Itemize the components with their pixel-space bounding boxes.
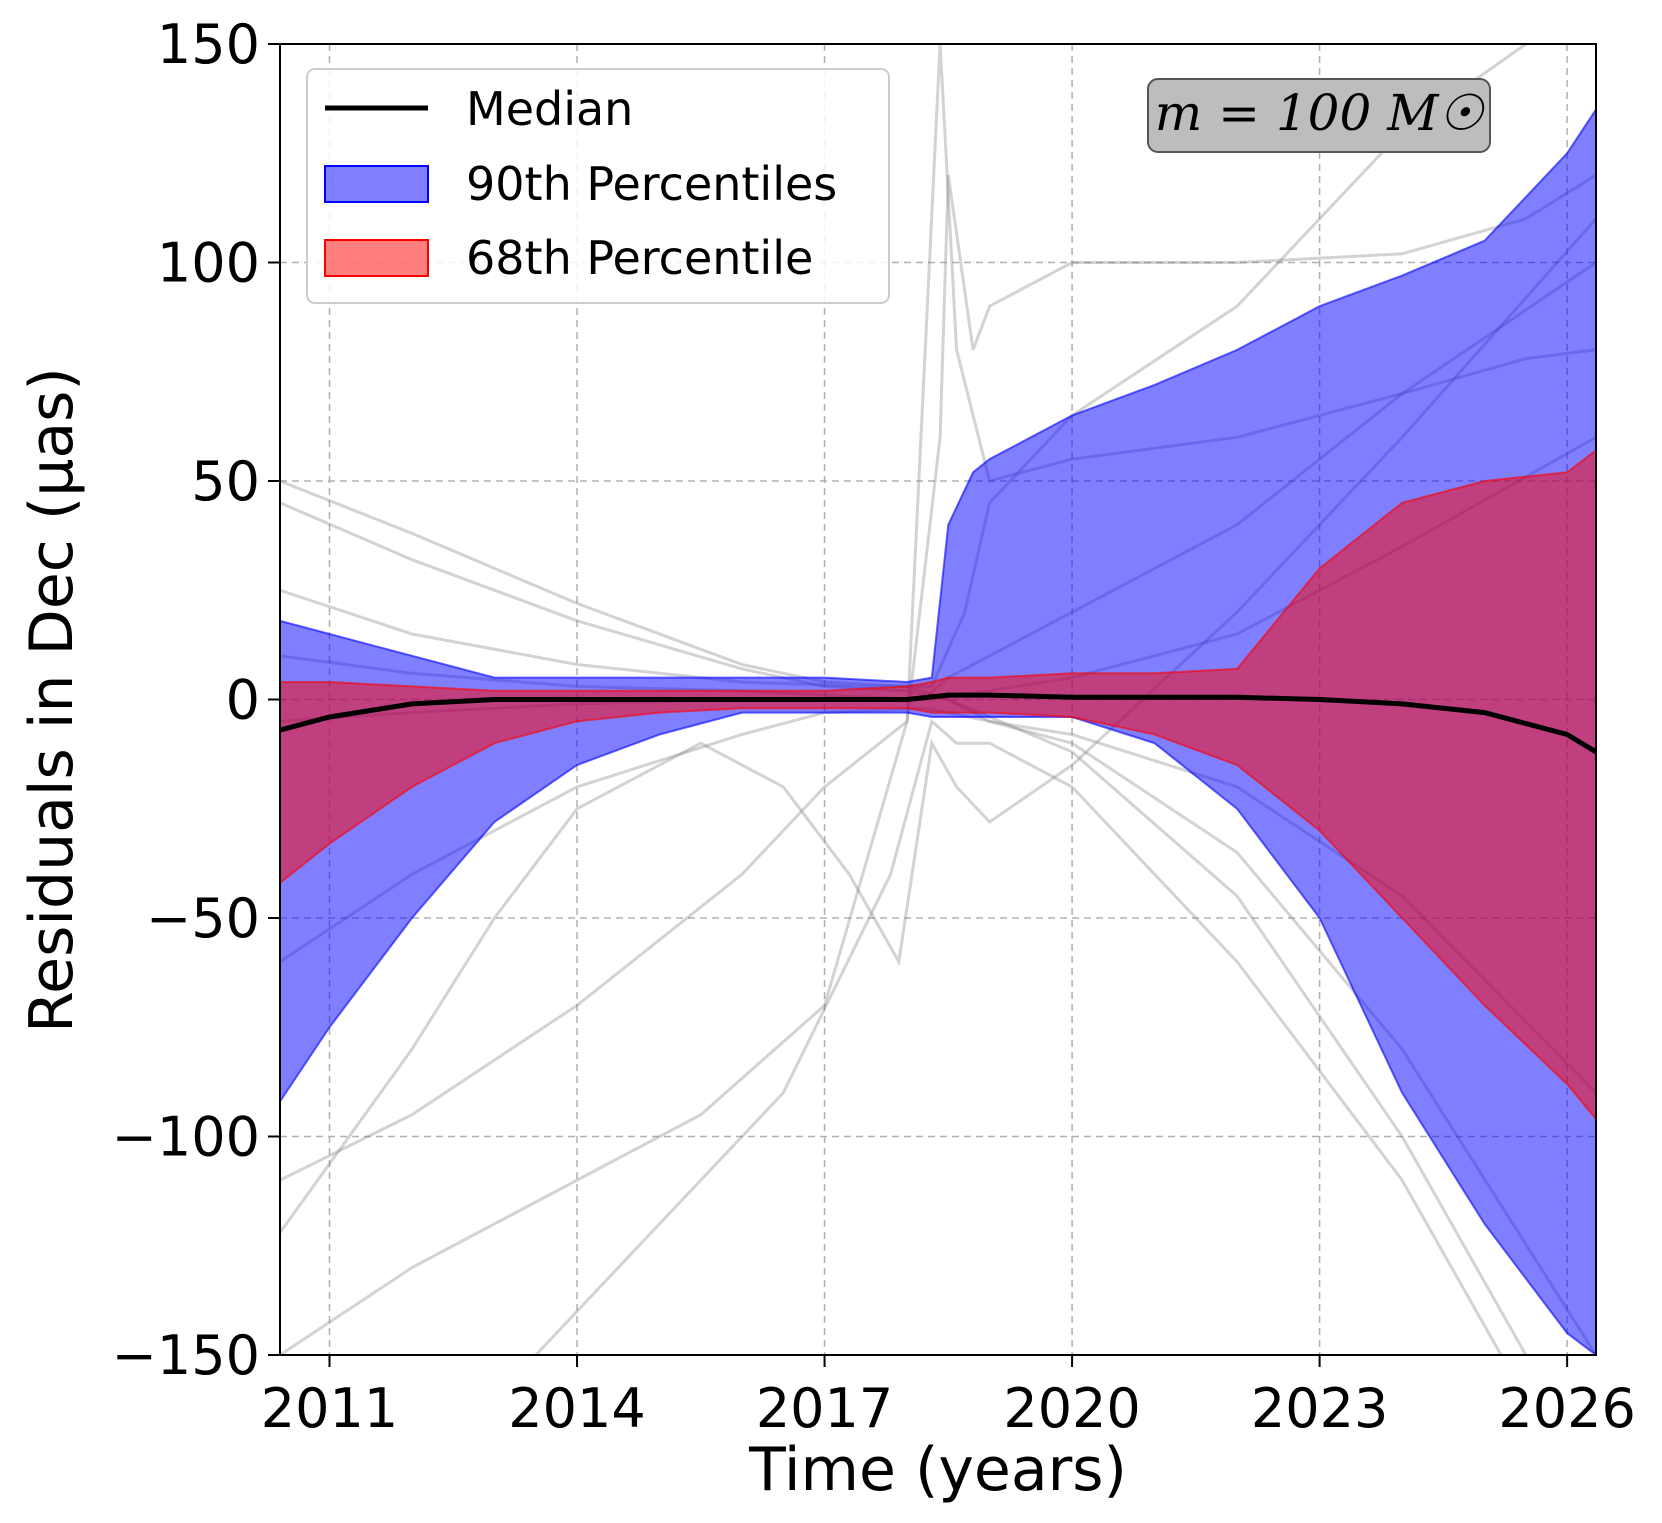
y-tick-label-5: 100 [157, 232, 260, 295]
annotation-text: m = 100 M☉ [1155, 84, 1486, 142]
x-tick-label-1: 2014 [508, 1377, 645, 1440]
x-tick-label-4: 2023 [1251, 1377, 1388, 1440]
legend: Median 90th Percentiles 68th Percentile [306, 68, 890, 304]
y-tick-label-6: 150 [157, 13, 260, 76]
legend-frame [306, 68, 890, 304]
sample-curve-2 [280, 173, 1596, 1182]
y-tick-label-4: 50 [191, 450, 260, 513]
mass-annotation: m = 100 M☉ [1147, 78, 1491, 153]
x-axis-title: Time (years) [748, 1435, 1127, 1505]
band-90th-percentiles [280, 107, 1596, 1355]
sample-curve-6 [534, 718, 1503, 1355]
y-tick-label-3: 0 [226, 669, 260, 732]
legend-label-median: Median [466, 82, 633, 136]
band-68th-percentile [280, 449, 1596, 1121]
y-tick-label-1: −100 [112, 1106, 260, 1169]
axis-ticks: 2011 2014 2017 2020 2023 2026 −150 −100 −50 0 50 10… [112, 13, 1636, 1440]
x-tick-label-5: 2026 [1498, 1377, 1635, 1440]
y-tick-label-2: −50 [146, 887, 260, 950]
legend-swatch-68th [324, 239, 429, 277]
legend-label-68th: 68th Percentile [466, 231, 813, 285]
x-tick-label-3: 2020 [1003, 1377, 1140, 1440]
x-tick-label-0: 2011 [261, 1377, 398, 1440]
x-tick-label-2: 2017 [756, 1377, 893, 1440]
y-axis-title: Residuals in Dec (μas) [17, 367, 87, 1033]
legend-label-90th: 90th Percentiles [466, 157, 837, 211]
median-line [280, 692, 1596, 755]
legend-swatch-90th [324, 165, 429, 203]
median-line-group [280, 692, 1596, 755]
y-tick-label-0: −150 [112, 1324, 260, 1387]
percentile-bands [280, 107, 1596, 1355]
annotation-box [1147, 78, 1491, 153]
